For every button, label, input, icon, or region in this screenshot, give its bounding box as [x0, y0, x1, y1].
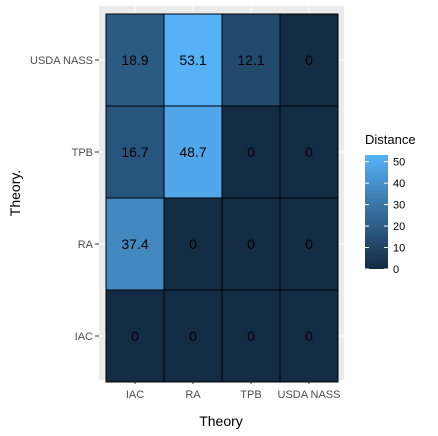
cell-label-iac-ra: 37.4	[121, 236, 148, 252]
cell-usda-nass-tpb	[279, 105, 339, 199]
cell-label-ra-ra: 0	[189, 236, 197, 252]
x-tick-label-usda-nass: USDA NASS	[278, 389, 341, 401]
legend-tick-label-20: 20	[393, 221, 405, 233]
cell-label-usda-nass-tpb: 0	[305, 144, 313, 160]
cell-ra-usda-nass	[163, 13, 223, 107]
legend-color-bar	[365, 155, 388, 269]
cell-iac-iac	[105, 289, 165, 383]
cell-labels: 0 0 0 0 37.4 0 0 0 16.7 48.7 0 0 18.9 53.1 12.1 0	[121, 52, 313, 344]
cell-iac-tpb	[105, 105, 165, 199]
x-axis-title: Theory	[199, 413, 243, 429]
cell-label-iac-usda-nass: 18.9	[121, 52, 148, 68]
y-axis: IAC RA TPB USDA NASS	[30, 55, 99, 343]
legend-tick-label-0: 0	[393, 264, 399, 276]
cell-label-tpb-ra: 0	[247, 236, 255, 252]
legend-tick-label-30: 30	[393, 200, 405, 212]
legend-tick-label-10: 10	[393, 243, 405, 255]
cell-label-usda-nass-iac: 0	[305, 328, 313, 344]
y-axis-title: Theory.	[7, 170, 23, 216]
y-tick-label-ra: RA	[78, 239, 94, 251]
cell-label-ra-tpb: 48.7	[179, 144, 206, 160]
cell-iac-usda-nass	[105, 13, 165, 107]
cell-ra-iac	[163, 289, 223, 383]
heatmap-cells	[105, 13, 339, 383]
cell-label-tpb-tpb: 0	[247, 144, 255, 160]
cell-usda-nass-usda-nass	[279, 13, 339, 107]
cell-ra-tpb	[163, 105, 223, 199]
cell-label-usda-nass-usda-nass: 0	[305, 52, 313, 68]
x-tick-label-ra: RA	[185, 389, 201, 401]
cell-usda-nass-iac	[279, 289, 339, 383]
cell-label-iac-tpb: 16.7	[121, 144, 148, 160]
y-tick-label-iac: IAC	[75, 331, 93, 343]
cell-label-tpb-usda-nass: 12.1	[237, 52, 264, 68]
legend-tick-label-40: 40	[393, 178, 405, 190]
y-tick-label-tpb: TPB	[72, 147, 93, 159]
x-tick-label-tpb: TPB	[240, 389, 261, 401]
color-legend: Distance 0 10 20 30 40 50	[365, 132, 416, 276]
cell-tpb-tpb	[221, 105, 281, 199]
cell-label-tpb-iac: 0	[247, 328, 255, 344]
cell-iac-ra	[105, 197, 165, 291]
cell-label-ra-iac: 0	[189, 328, 197, 344]
cell-label-iac-iac: 0	[131, 328, 139, 344]
y-tick-label-usda-nass: USDA NASS	[30, 55, 93, 67]
legend-ticks: 0 10 20 30 40 50	[365, 157, 405, 276]
cell-label-usda-nass-ra: 0	[305, 236, 313, 252]
cell-tpb-usda-nass	[221, 13, 281, 107]
cell-usda-nass-ra	[279, 197, 339, 291]
x-axis: IAC RA TPB USDA NASS	[126, 380, 341, 401]
legend-tick-label-50: 50	[393, 157, 405, 169]
cell-label-ra-usda-nass: 53.1	[179, 52, 206, 68]
legend-title: Distance	[365, 132, 416, 147]
x-tick-label-iac: IAC	[126, 389, 144, 401]
